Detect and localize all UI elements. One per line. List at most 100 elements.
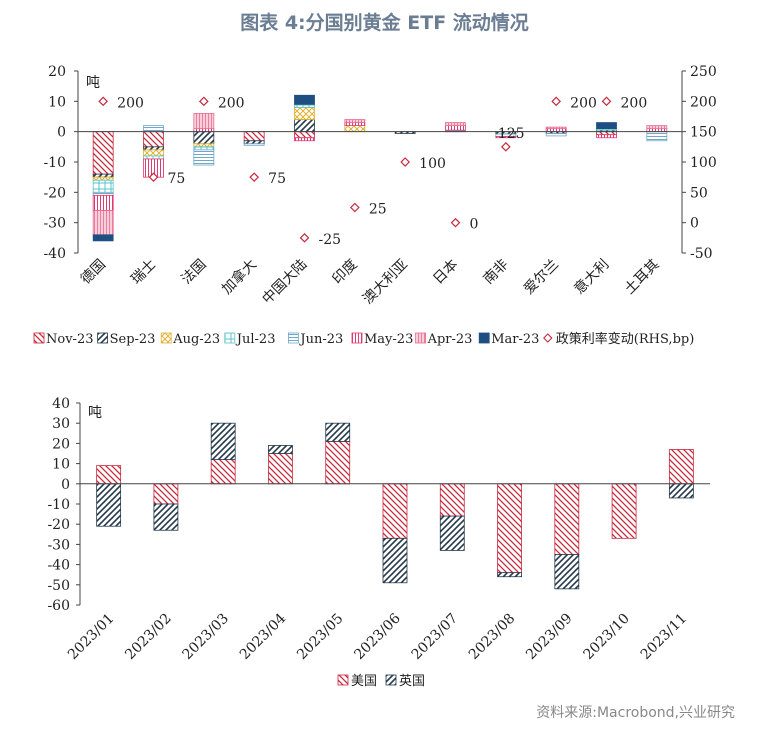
bar-us — [153, 483, 179, 505]
bar-us — [668, 449, 694, 485]
rhs-marker — [299, 232, 310, 243]
y-tick-label: -30 — [47, 537, 70, 553]
x-tick-label: 2023/02 — [122, 611, 174, 663]
legend-label: Aug-23 — [172, 332, 220, 347]
rhs-marker — [198, 96, 209, 107]
bar-jul — [294, 103, 315, 108]
rhs-data-label: 75 — [268, 171, 286, 187]
bar-uk — [96, 483, 122, 527]
bar-jun — [193, 149, 215, 166]
bar-sep — [193, 131, 215, 145]
bar-apr — [646, 125, 668, 130]
rhs-data-label: 125 — [498, 126, 525, 142]
x-tick-label: 德国 — [78, 257, 109, 288]
bar-nov — [92, 131, 114, 175]
bar-jul — [143, 155, 164, 160]
rhs-data-label: 200 — [117, 95, 144, 111]
bar-mar — [92, 234, 114, 242]
bar-mar — [294, 94, 315, 105]
legend-label: May-23 — [364, 332, 413, 347]
y-tick-label: -10 — [47, 497, 70, 513]
y2-tick-label: -50 — [690, 246, 713, 262]
legend-label: Sep-23 — [110, 332, 156, 347]
y2-tick-label: 100 — [690, 155, 717, 171]
x-tick-label: 2023/10 — [580, 611, 632, 663]
rhs-marker — [349, 202, 360, 213]
bar-apr — [445, 122, 466, 126]
x-tick-label: 中国大陆 — [259, 257, 310, 308]
bar-jul — [92, 179, 114, 193]
bar-may — [344, 122, 366, 126]
legend-swatch-mar — [478, 332, 490, 344]
rhs-data-label: -25 — [319, 232, 342, 248]
bar-may — [495, 136, 517, 139]
bar-uk — [210, 422, 236, 460]
legend-swatch-jul — [224, 332, 236, 344]
y2-tick-label: 0 — [690, 216, 699, 232]
legend-label: 政策利率变动(RHS,bp) — [556, 331, 695, 347]
legend-swatch-nov — [33, 332, 45, 344]
y2-tick-label: 200 — [690, 94, 717, 110]
rhs-marker — [601, 96, 612, 107]
bar-apr — [545, 126, 567, 130]
bar-jun — [92, 191, 114, 196]
rhs-marker — [400, 157, 411, 167]
legend-swatch-uk — [385, 674, 397, 686]
bar-may — [596, 134, 617, 139]
x-tick-label: 2023/03 — [180, 611, 232, 663]
source-note: 资料来源:Macrobond,兴业研究 — [536, 705, 735, 721]
bar-nov — [143, 131, 164, 148]
bar-us — [497, 483, 522, 574]
y-tick-label: 20 — [48, 64, 66, 80]
legend-swatch-us — [337, 674, 349, 686]
bar-aug — [294, 107, 315, 120]
x-tick-label: 2023/08 — [466, 611, 518, 663]
rhs-marker — [500, 141, 511, 152]
y-axis-label: 吨 — [86, 75, 100, 91]
bar-jul — [193, 146, 215, 151]
legend-swatch-apr — [415, 332, 427, 344]
bar-aug — [193, 143, 215, 148]
x-tick-label: 法国 — [179, 257, 210, 288]
bar-aug — [92, 176, 114, 181]
rhs-data-label: 25 — [369, 202, 387, 218]
y2-tick-label: 150 — [690, 125, 717, 141]
x-tick-label: 2023/05 — [294, 611, 346, 663]
rhs-data-label: 75 — [168, 171, 186, 187]
bar-us — [268, 453, 293, 485]
bar-uk — [153, 503, 179, 531]
y-tick-label: 20 — [52, 436, 70, 452]
bar-nov — [294, 131, 315, 139]
bar-us — [554, 483, 580, 555]
y2-tick-label: 250 — [690, 64, 717, 80]
y-tick-label: 10 — [52, 457, 70, 473]
bar-sep — [243, 140, 265, 145]
legend-label: Jul-23 — [235, 332, 276, 347]
x-tick-label: 2023/01 — [65, 611, 117, 663]
x-tick-label: 瑞士 — [128, 257, 159, 288]
bar-us — [382, 483, 408, 539]
x-tick-label: 2023/11 — [638, 611, 690, 663]
x-tick-label: 土耳其 — [622, 257, 663, 298]
y-tick-label: -40 — [47, 558, 70, 574]
chart-title: 图表 4:分国别黄金 ETF 流动情况 — [240, 12, 529, 34]
bar-uk — [268, 445, 293, 454]
y-tick-label: -30 — [43, 216, 66, 232]
bar-may — [445, 125, 466, 131]
x-tick-label: 加拿大 — [218, 256, 260, 298]
bar-aug — [143, 149, 164, 157]
bar-apr — [92, 210, 114, 236]
y-tick-label: -20 — [47, 517, 70, 533]
rhs-data-label: 200 — [621, 95, 648, 111]
bar-us — [96, 465, 122, 485]
bar-us — [611, 483, 637, 539]
bar-us — [325, 440, 351, 485]
x-tick-label: 2023/04 — [237, 610, 290, 663]
bar-uk — [325, 422, 351, 442]
x-tick-label: 2023/09 — [523, 611, 575, 663]
bar-us — [439, 483, 465, 517]
y-tick-label: 0 — [61, 477, 70, 493]
bar-may — [294, 137, 315, 142]
bar-aug — [344, 125, 366, 133]
x-tick-label: 意大利 — [571, 256, 613, 298]
